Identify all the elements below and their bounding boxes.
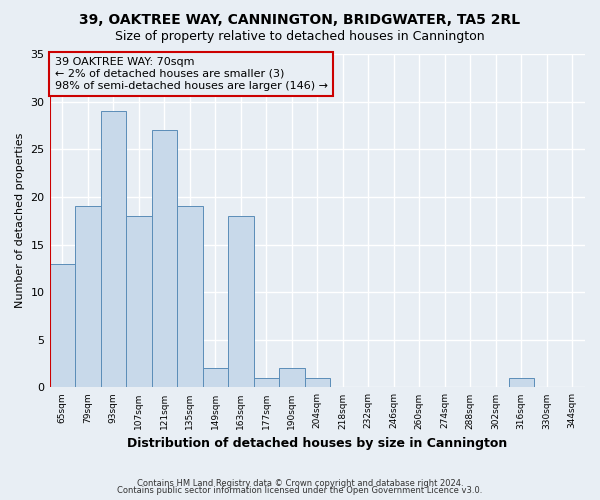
Bar [254, 378, 279, 388]
Text: Contains public sector information licensed under the Open Government Licence v3: Contains public sector information licen… [118, 486, 482, 495]
Bar [203, 368, 228, 388]
Bar [509, 378, 534, 388]
Bar [101, 111, 126, 388]
Bar [228, 216, 254, 388]
Bar [177, 206, 203, 388]
Text: Contains HM Land Registry data © Crown copyright and database right 2024.: Contains HM Land Registry data © Crown c… [137, 478, 463, 488]
Text: 39, OAKTREE WAY, CANNINGTON, BRIDGWATER, TA5 2RL: 39, OAKTREE WAY, CANNINGTON, BRIDGWATER,… [79, 12, 521, 26]
Bar [152, 130, 177, 388]
Bar [305, 378, 330, 388]
Bar [50, 264, 75, 388]
Text: Size of property relative to detached houses in Cannington: Size of property relative to detached ho… [115, 30, 485, 43]
X-axis label: Distribution of detached houses by size in Cannington: Distribution of detached houses by size … [127, 437, 508, 450]
Bar [126, 216, 152, 388]
Y-axis label: Number of detached properties: Number of detached properties [15, 133, 25, 308]
Text: 39 OAKTREE WAY: 70sqm
← 2% of detached houses are smaller (3)
98% of semi-detach: 39 OAKTREE WAY: 70sqm ← 2% of detached h… [55, 58, 328, 90]
Bar [75, 206, 101, 388]
Bar [279, 368, 305, 388]
